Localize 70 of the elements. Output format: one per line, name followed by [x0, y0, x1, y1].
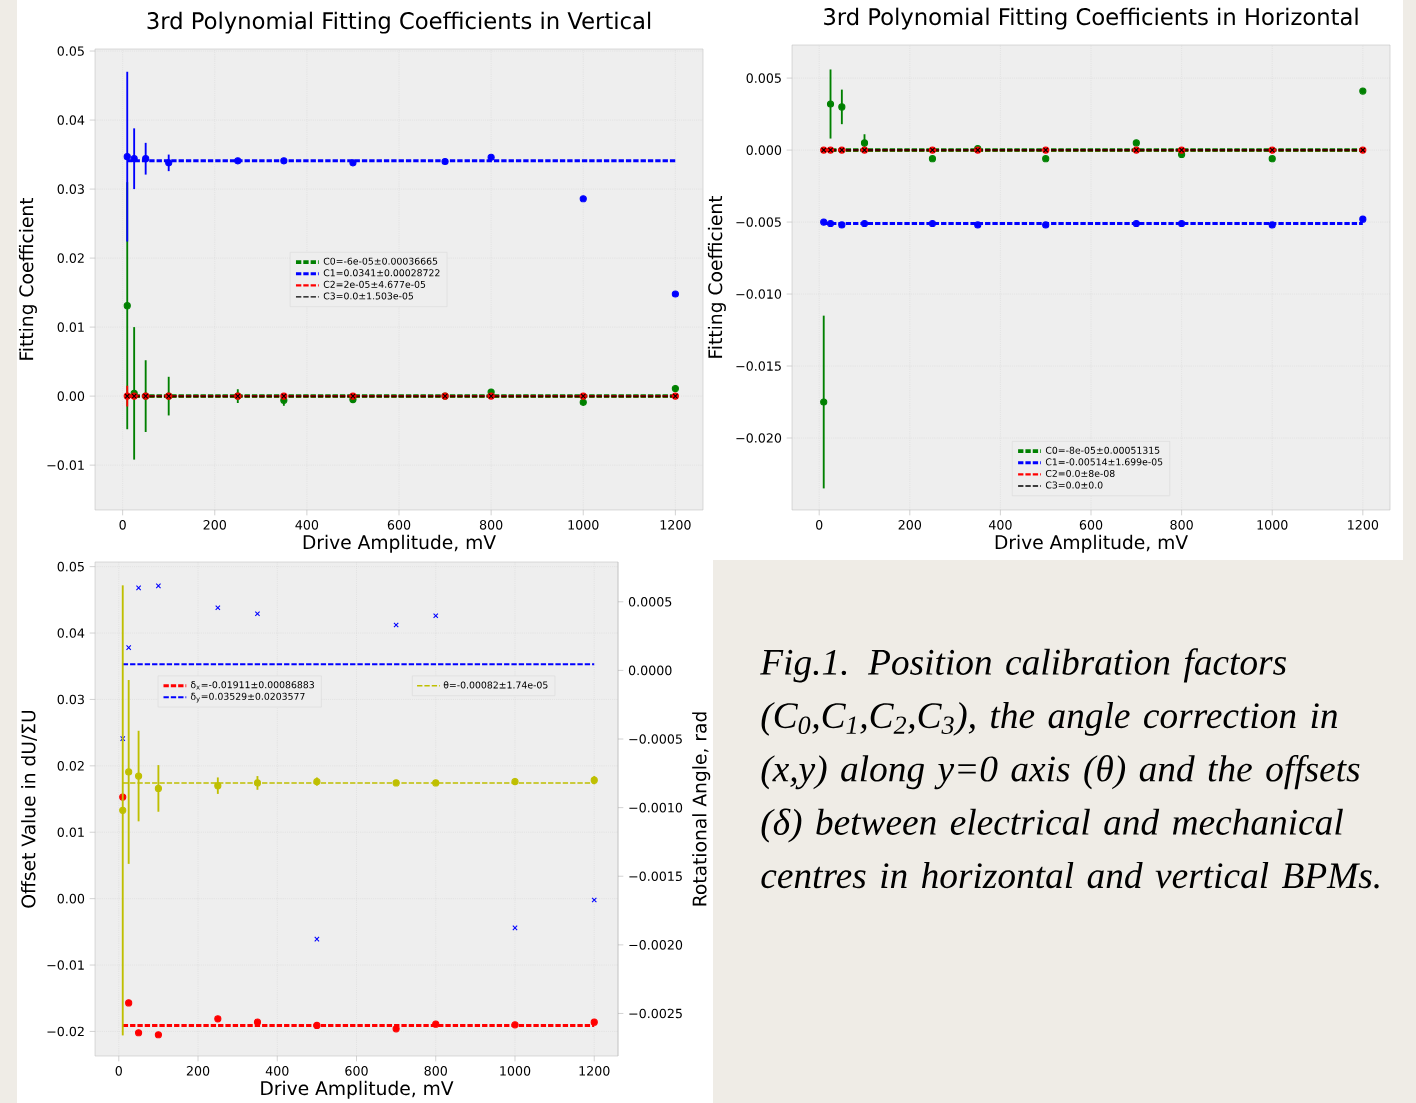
legend-label: C2=0.0±8e-08 — [1045, 469, 1115, 477]
legend-label: C1=-0.00514±1.699e-05 — [1045, 458, 1163, 466]
x-tick-label: 1000 — [1257, 520, 1288, 530]
y-axis-title: Offset Value in dU/ΣU — [21, 710, 37, 908]
x-tick-label: 800 — [1170, 520, 1193, 530]
legend-label: C2=2e-05±4.677e-05 — [323, 280, 426, 288]
legend-label: δ$_{y}$=0.03529±0.0203577 — [190, 692, 305, 703]
y-tick-label: 0.00 — [57, 893, 85, 904]
y-tick-label: −0.015 — [736, 361, 781, 371]
x-tick-label: 200 — [203, 520, 226, 530]
y2-axis-title: Rotational Angle, rad — [692, 712, 711, 906]
y-axis-title: Fitting Coefficient — [18, 197, 37, 360]
x-tick-label: 200 — [186, 1066, 210, 1076]
y-tick-label: −0.02 — [47, 1026, 84, 1037]
y2-tick-label: 0.0000 — [628, 665, 672, 676]
y-tick-label: 0.01 — [57, 322, 84, 332]
y-tick-label: 0.04 — [57, 115, 85, 125]
x-tick-label: 600 — [345, 1066, 368, 1076]
legend-label: C3=0.0±0.0 — [1045, 481, 1103, 489]
x-axis-title: Drive Amplitude, mV — [995, 534, 1188, 553]
y2-tick-label: −0.0020 — [629, 940, 683, 950]
y2-tick-label: −0.0005 — [629, 734, 682, 744]
y-tick-label: 0.05 — [57, 46, 84, 56]
x-tick-label: 400 — [988, 520, 1012, 530]
y-tick-label: 0.02 — [57, 253, 84, 263]
y-axis-title: Fitting Coefficient — [707, 195, 726, 358]
x-axis-title: Drive Amplitude, mV — [303, 534, 496, 553]
x-tick-label: 1000 — [500, 1066, 531, 1076]
x-tick-label: 1200 — [579, 1066, 610, 1076]
y-tick-label: 0.03 — [57, 694, 84, 705]
y-tick-label: −0.01 — [47, 460, 84, 470]
y-tick-label: 0.01 — [57, 827, 84, 838]
legend-label: θ=-0.00082±1.74e-05 — [443, 681, 548, 689]
legend-label: δ$_{x}$=-0.01911±0.00086883 — [190, 681, 314, 690]
y-tick-label: 0.005 — [746, 73, 781, 83]
legend-label: C3=0.0±1.503e-05 — [323, 292, 414, 300]
x-tick-label: 600 — [1079, 520, 1103, 530]
y-tick-label: 0.00 — [57, 391, 85, 401]
x-tick-label: 200 — [898, 520, 922, 530]
text: Fig.1. Position calibration factors (C$_{0}$,C$_{1}$,C$_{2}$,C$_{3}$), the angle correction in (x,y) along y=0 axis (θ) and the offsets (δ) between electrical and mechanical centres in horizontal and vertical BPMs. — [760, 648, 1379, 889]
chart-title: 3rd Polynomial Fitting Coefficients in Horizontal — [824, 7, 1358, 30]
y2-tick-label: −0.0015 — [629, 871, 682, 882]
x-tick-label: 1200 — [1348, 520, 1379, 530]
x-tick-label: 600 — [387, 520, 411, 530]
y2-tick-label: −0.0010 — [629, 802, 683, 813]
x-tick-label: 1000 — [568, 520, 599, 530]
y-tick-label: 0.04 — [57, 628, 85, 638]
y-tick-label: 0.02 — [57, 761, 84, 771]
y-tick-label: −0.010 — [736, 289, 782, 299]
y2-tick-label: 0.0005 — [628, 596, 672, 607]
y-tick-label: −0.005 — [736, 217, 781, 227]
y2-tick-label: −0.0025 — [629, 1008, 682, 1019]
y-tick-label: 0.05 — [57, 561, 84, 572]
x-tick-label: 400 — [265, 1066, 289, 1076]
y-tick-label: 0.03 — [57, 184, 84, 194]
x-axis-title: Drive Amplitude, mV — [261, 1080, 454, 1099]
x-tick-label: 800 — [479, 520, 503, 530]
x-tick-label: 0 — [115, 1066, 122, 1076]
legend-label: C1=0.0341±0.00028722 — [323, 269, 440, 277]
x-tick-label: 0 — [816, 520, 823, 530]
x-tick-label: 0 — [119, 520, 126, 530]
x-tick-label: 400 — [295, 520, 319, 530]
x-tick-label: 800 — [424, 1066, 447, 1076]
y-tick-label: 0.000 — [746, 145, 782, 155]
legend-label: C0=-6e-05±0.00036665 — [323, 257, 438, 265]
chart-title: 3rd Polynomial Fitting Coefficients in Vertical — [147, 11, 651, 34]
y-tick-label: −0.01 — [47, 960, 84, 970]
legend-label: C0=-8e-05±0.00051315 — [1045, 446, 1160, 454]
x-tick-label: 1200 — [660, 520, 691, 530]
y-tick-label: −0.020 — [736, 433, 782, 443]
